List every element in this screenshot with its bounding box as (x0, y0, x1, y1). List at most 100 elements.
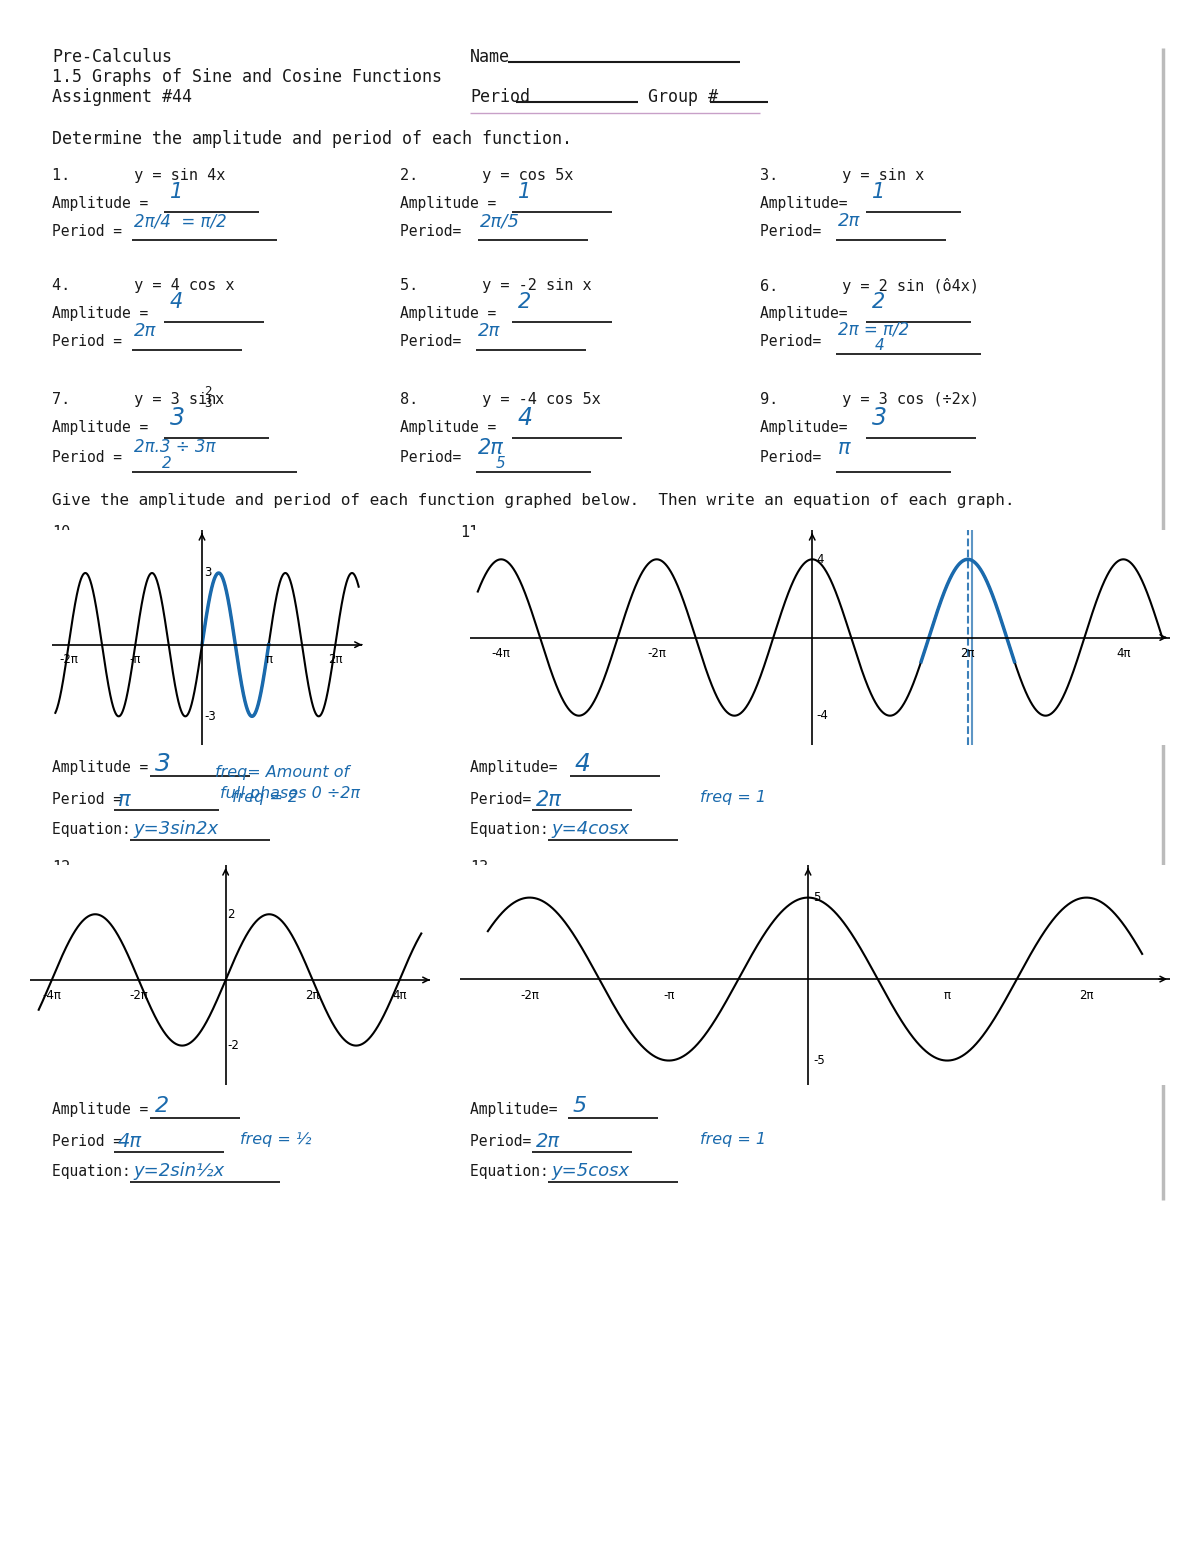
Text: y=5cosx: y=5cosx (551, 1162, 629, 1180)
Text: 9.       y = 3 cos (÷2x): 9. y = 3 cos (÷2x) (760, 391, 979, 407)
Text: 4: 4 (575, 752, 590, 776)
Text: 2: 2 (227, 909, 235, 921)
Text: Amplitude=: Amplitude= (760, 196, 857, 211)
Text: freq= Amount of: freq= Amount of (215, 766, 349, 780)
Text: x: x (214, 391, 223, 407)
Text: Amplitude =: Amplitude = (52, 1103, 157, 1117)
Text: 2π: 2π (1079, 989, 1093, 1002)
Text: 2π: 2π (305, 989, 320, 1002)
Text: Period=: Period= (760, 334, 830, 349)
Text: -2π: -2π (647, 648, 666, 660)
Text: π: π (118, 790, 131, 811)
Text: π: π (943, 989, 950, 1002)
Text: 4π: 4π (392, 989, 407, 1002)
Text: Amplitude =: Amplitude = (52, 196, 157, 211)
Text: 4: 4 (816, 553, 823, 565)
Text: Amplitude=: Amplitude= (760, 306, 857, 321)
Text: Period=: Period= (400, 450, 470, 464)
Text: 4π: 4π (118, 1132, 142, 1151)
Text: 4.       y = 4 cos x: 4. y = 4 cos x (52, 278, 234, 294)
Text: 5: 5 (814, 891, 821, 904)
Text: 4: 4 (170, 292, 184, 312)
Text: -2π: -2π (59, 652, 78, 666)
Text: 2π: 2π (478, 438, 504, 458)
Text: 2π/5: 2π/5 (480, 213, 520, 230)
Text: Determine the amplitude and period of each function.: Determine the amplitude and period of ea… (52, 130, 572, 148)
Text: -2: -2 (227, 1039, 239, 1051)
Text: 5: 5 (574, 1096, 587, 1117)
Text: 2π: 2π (838, 213, 860, 230)
Text: 4π: 4π (1116, 648, 1130, 660)
Text: Assignment #44: Assignment #44 (52, 89, 192, 106)
Text: 2.       y = cos 5x: 2. y = cos 5x (400, 168, 574, 183)
Text: y=4cosx: y=4cosx (551, 820, 629, 839)
Text: freq = 2: freq = 2 (232, 790, 298, 804)
Text: -3: -3 (204, 710, 216, 722)
Text: 1.       y = sin 4x: 1. y = sin 4x (52, 168, 226, 183)
Text: P= When do you: P= When do you (205, 530, 343, 548)
Text: -2π: -2π (520, 989, 539, 1002)
Text: Period=: Period= (470, 792, 540, 808)
Text: Amplitude =: Amplitude = (52, 306, 157, 321)
Text: Period =: Period = (52, 792, 131, 808)
Text: Period =: Period = (52, 1134, 131, 1149)
Text: Group #: Group # (648, 89, 718, 106)
Text: 5.       y = -2 sin x: 5. y = -2 sin x (400, 278, 592, 294)
Text: 3: 3 (204, 567, 212, 579)
Text: 3: 3 (872, 405, 887, 430)
Text: 2: 2 (162, 457, 172, 471)
Text: 3: 3 (170, 405, 185, 430)
Text: Equation:: Equation: (470, 822, 558, 837)
Text: -4π: -4π (42, 989, 61, 1002)
Text: 2π: 2π (536, 1132, 560, 1151)
Text: 2π.3 ÷ 3π: 2π.3 ÷ 3π (134, 438, 216, 457)
Text: Period=: Period= (760, 224, 830, 239)
Text: Period=: Period= (400, 224, 470, 239)
Text: π: π (265, 652, 272, 666)
Text: 1: 1 (518, 182, 532, 202)
Text: 3.       y = sin x: 3. y = sin x (760, 168, 924, 183)
Text: 1: 1 (872, 182, 886, 202)
Text: Amplitude=: Amplitude= (470, 759, 566, 775)
Text: Amplitude =: Amplitude = (52, 419, 157, 435)
Text: freq = 1: freq = 1 (700, 790, 766, 804)
Text: -4π: -4π (492, 648, 510, 660)
Text: 3: 3 (204, 398, 211, 410)
Text: 2: 2 (155, 1096, 169, 1117)
Text: 2π: 2π (536, 790, 562, 811)
Text: 6.       y = 2 sin (ô4x): 6. y = 2 sin (ô4x) (760, 278, 979, 294)
Text: 2π/4  = π/2: 2π/4 = π/2 (134, 213, 227, 230)
Text: 1: 1 (170, 182, 184, 202)
Text: 2π: 2π (478, 321, 500, 340)
Text: -π: -π (664, 989, 674, 1002)
Text: -π: -π (130, 652, 142, 666)
Text: 2: 2 (518, 292, 532, 312)
Text: 7.       y = 3 sin: 7. y = 3 sin (52, 391, 226, 407)
Text: Pre-Calculus: Pre-Calculus (52, 48, 172, 65)
Text: Period=: Period= (470, 1134, 540, 1149)
Text: y=3sin2x: y=3sin2x (133, 820, 218, 839)
Text: 8.       y = -4 cos 5x: 8. y = -4 cos 5x (400, 391, 601, 407)
Text: J: J (502, 882, 506, 901)
Text: full phases 0 ÷2π: full phases 0 ÷2π (220, 786, 360, 801)
Text: Amplitude =: Amplitude = (400, 196, 505, 211)
Text: 4: 4 (518, 405, 533, 430)
Text: 5: 5 (496, 457, 505, 471)
Text: Amplitude =: Amplitude = (52, 759, 157, 775)
Text: complete a: complete a (218, 550, 311, 568)
Text: -4: -4 (816, 710, 828, 722)
Text: Equation:: Equation: (470, 1165, 558, 1179)
Text: freq = 1: freq = 1 (700, 1132, 766, 1148)
Text: Period =: Period = (52, 450, 131, 464)
Text: 2π: 2π (960, 648, 976, 660)
Text: -5: -5 (814, 1054, 826, 1067)
Text: Period=: Period= (760, 450, 830, 464)
Text: Give the amplitude and period of each function graphed below.  Then write an equ: Give the amplitude and period of each fu… (52, 492, 1014, 508)
Text: Amplitude=: Amplitude= (470, 1103, 566, 1117)
Text: 10.: 10. (52, 525, 79, 540)
Text: 13.: 13. (470, 860, 497, 874)
Text: Name: Name (470, 48, 510, 65)
Text: Period: Period (470, 89, 530, 106)
Text: 1.5 Graphs of Sine and Cosine Functions: 1.5 Graphs of Sine and Cosine Functions (52, 68, 442, 85)
Text: y=2sin½x: y=2sin½x (133, 1162, 224, 1180)
